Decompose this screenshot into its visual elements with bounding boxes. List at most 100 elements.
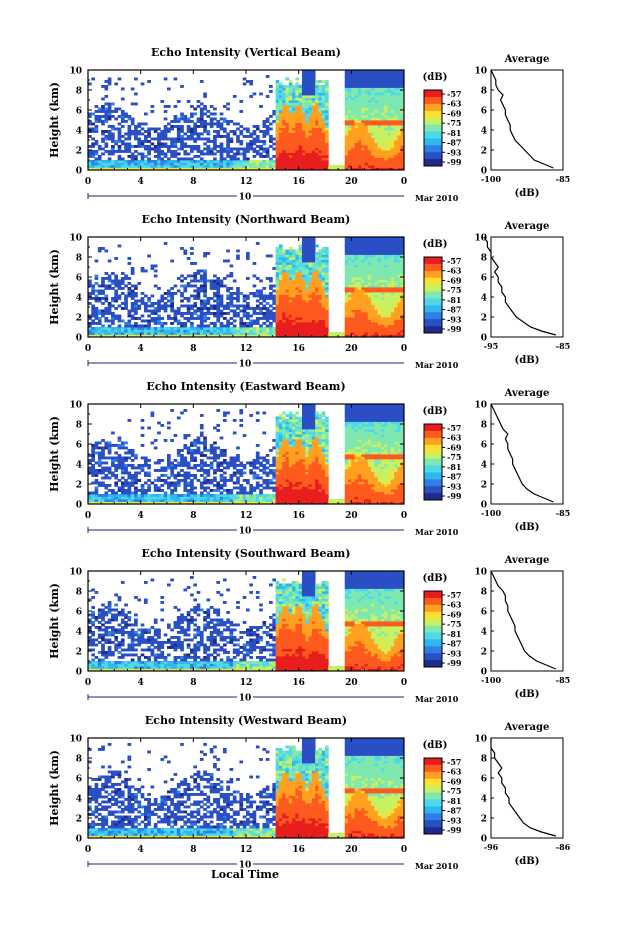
heatmap-cell bbox=[295, 147, 300, 151]
heatmap-cell bbox=[364, 317, 369, 320]
heatmap-cell bbox=[348, 80, 352, 83]
heatmap-cell bbox=[367, 302, 372, 305]
heatmap-cell bbox=[387, 289, 392, 293]
heatmap-cell bbox=[292, 272, 296, 275]
heatmap-cell bbox=[91, 160, 95, 163]
heatmap-cell bbox=[104, 334, 109, 338]
heatmap-cell bbox=[124, 464, 128, 467]
heatmap-cell bbox=[272, 297, 277, 300]
heatmap-cell bbox=[190, 167, 194, 171]
heatmap-cell bbox=[344, 167, 349, 171]
heatmap-cell bbox=[384, 142, 388, 146]
heatmap-cell bbox=[331, 165, 336, 168]
average-y-tick-label: 8 bbox=[481, 87, 487, 97]
heatmap-cell bbox=[265, 312, 270, 315]
heatmap-cell bbox=[153, 312, 158, 315]
heatmap-cell bbox=[173, 165, 178, 168]
heatmap-cell bbox=[157, 304, 161, 308]
heatmap-cell bbox=[111, 461, 115, 465]
heatmap-cell bbox=[328, 165, 332, 168]
colorbar-swatch bbox=[424, 305, 442, 313]
heatmap-cell bbox=[232, 147, 237, 151]
heatmap-cell bbox=[367, 152, 372, 156]
heatmap-cell bbox=[367, 80, 372, 83]
heatmap-cell bbox=[321, 269, 326, 273]
heatmap-cell bbox=[259, 152, 263, 156]
heatmap-cell bbox=[278, 319, 283, 323]
heatmap-cell bbox=[298, 317, 303, 320]
heatmap-cell bbox=[315, 262, 319, 265]
heatmap-cell bbox=[357, 309, 362, 313]
heatmap-cell bbox=[107, 110, 112, 113]
heatmap-cell bbox=[400, 319, 405, 323]
heatmap-cell bbox=[94, 451, 99, 455]
heatmap-cell bbox=[305, 334, 309, 338]
heatmap-cell bbox=[384, 87, 388, 91]
heatmap-cell bbox=[397, 254, 402, 258]
heatmap-cell bbox=[104, 249, 109, 253]
heatmap-cell bbox=[397, 269, 402, 273]
heatmap-cell bbox=[259, 297, 263, 300]
heatmap-cell bbox=[163, 137, 168, 141]
heatmap-cell bbox=[357, 317, 362, 320]
heatmap-cell bbox=[167, 327, 171, 330]
heatmap-cell bbox=[111, 312, 115, 315]
heatmap-cell bbox=[117, 162, 122, 166]
heatmap-cell bbox=[183, 322, 188, 325]
heatmap-cell bbox=[364, 257, 369, 260]
heatmap-cell bbox=[246, 165, 250, 168]
heatmap-cell bbox=[124, 479, 128, 482]
heatmap-cell bbox=[387, 137, 392, 141]
heatmap-cell bbox=[143, 135, 148, 138]
heatmap-cell bbox=[295, 120, 300, 123]
heatmap-cell bbox=[394, 125, 398, 128]
heatmap-cell bbox=[344, 309, 349, 313]
heatmap-cell bbox=[255, 304, 260, 308]
heatmap-cell bbox=[272, 307, 277, 310]
heatmap-cell bbox=[114, 107, 119, 111]
heatmap-cell bbox=[137, 317, 142, 320]
heatmap-cell bbox=[301, 87, 306, 91]
heatmap-cell bbox=[104, 332, 109, 335]
heatmap-cell bbox=[361, 125, 365, 128]
heatmap-cell bbox=[357, 122, 362, 126]
heatmap-cell bbox=[384, 249, 388, 253]
heatmap-cell bbox=[292, 292, 296, 295]
heatmap-cell bbox=[127, 137, 132, 141]
heatmap-cell bbox=[285, 162, 290, 166]
heatmap-cell bbox=[120, 277, 125, 280]
heatmap-cell bbox=[242, 322, 247, 325]
heatmap-cell bbox=[104, 469, 109, 472]
heatmap-cell bbox=[305, 254, 309, 258]
heatmap-cell bbox=[167, 461, 171, 465]
heatmap-cell bbox=[377, 135, 382, 138]
heatmap-cell bbox=[130, 329, 135, 333]
heatmap-cell bbox=[190, 314, 194, 318]
heatmap-cell bbox=[384, 327, 388, 330]
heatmap-cell bbox=[384, 297, 388, 300]
heatmap-cell bbox=[298, 287, 303, 290]
heatmap-cell bbox=[364, 105, 369, 108]
heatmap-cell bbox=[219, 117, 224, 121]
heatmap-cell bbox=[275, 287, 280, 290]
heatmap-cell bbox=[298, 127, 303, 131]
heatmap-cell bbox=[361, 332, 365, 335]
heatmap-cell bbox=[367, 90, 372, 93]
heatmap-cell bbox=[298, 314, 303, 318]
heatmap-cell bbox=[354, 287, 359, 290]
heatmap-cell bbox=[104, 167, 109, 171]
heatmap-cell bbox=[127, 282, 132, 285]
heatmap-cell bbox=[387, 142, 392, 146]
heatmap-cell bbox=[377, 299, 382, 303]
heatmap-cell bbox=[147, 322, 151, 325]
heatmap-cell bbox=[301, 167, 306, 171]
heatmap-cell bbox=[259, 312, 263, 315]
heatmap-cell bbox=[190, 112, 194, 116]
heatmap-cell bbox=[94, 314, 99, 318]
heatmap-cell bbox=[127, 277, 132, 280]
heatmap-cell bbox=[380, 92, 385, 96]
heatmap-cell bbox=[354, 252, 359, 255]
heatmap-cell bbox=[315, 120, 319, 123]
heatmap-cell bbox=[321, 314, 326, 318]
heatmap-cell bbox=[380, 135, 385, 138]
